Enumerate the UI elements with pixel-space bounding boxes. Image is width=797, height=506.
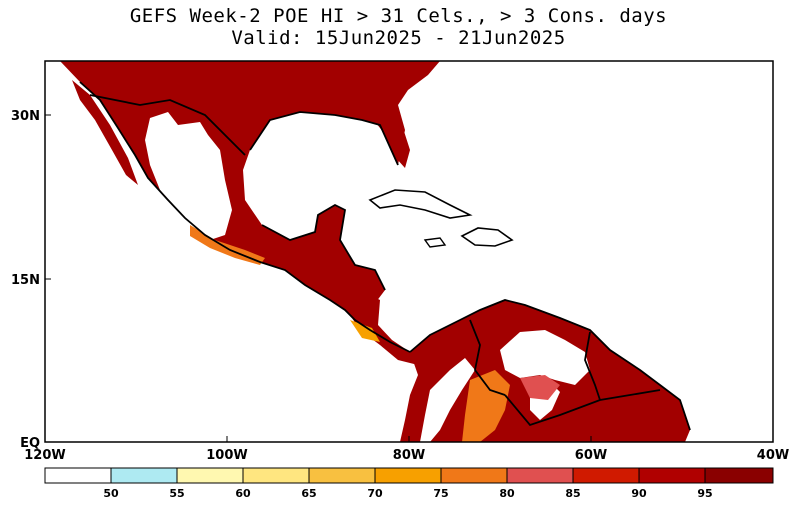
us-mexico-border xyxy=(89,94,246,156)
cuba-land xyxy=(368,189,473,219)
south-america-coast xyxy=(409,299,691,431)
mexico-west-coast-orange xyxy=(190,225,265,265)
mexico-coastline xyxy=(79,81,411,353)
probability-field xyxy=(60,61,690,442)
colorbar-cell-10 xyxy=(704,467,774,484)
colorbar-cell-8 xyxy=(572,467,640,484)
colombia-venezuela-border xyxy=(469,319,506,396)
x-tick-label-40w: 40W xyxy=(757,448,789,463)
borders xyxy=(79,81,691,431)
brazil-border xyxy=(504,389,661,427)
x-tick-label-120w: 120W xyxy=(24,448,65,463)
colorbar-label-80: 80 xyxy=(499,487,515,500)
baja-land xyxy=(72,80,138,185)
amazon-orange xyxy=(462,370,510,442)
andes-low xyxy=(420,358,475,442)
y-tick-label-15n: 15N xyxy=(11,273,40,288)
colorbar-cell-1 xyxy=(110,467,178,484)
colorbar-cell-5 xyxy=(374,467,442,484)
valid-date-range: Valid: 15Jun2025 - 21Jun2025 xyxy=(231,27,566,49)
gulf-coastline xyxy=(249,111,399,166)
colorbar-label-95: 95 xyxy=(697,487,712,500)
colorbar-label-60: 60 xyxy=(235,487,251,500)
x-tick-label-80w: 80W xyxy=(393,448,425,463)
colorbar-label-55: 55 xyxy=(169,487,184,500)
colorbar-cell-4 xyxy=(308,467,376,484)
x-tick-label-60w: 60W xyxy=(575,448,607,463)
colorbar-label-50: 50 xyxy=(103,487,119,500)
colorbar-label-75: 75 xyxy=(433,487,448,500)
central-america-orange xyxy=(350,320,380,342)
colorbar-cell-3 xyxy=(242,467,310,484)
colorbar-label-70: 70 xyxy=(367,487,383,500)
colorbar-cell-9 xyxy=(638,467,706,484)
llanos-low xyxy=(500,330,590,385)
colorbar-cell-2 xyxy=(176,467,244,484)
colorbar-cell-6 xyxy=(440,467,508,484)
colorbar-label-90: 90 xyxy=(631,487,647,500)
y-tick-label-30n: 30N xyxy=(11,109,40,124)
central-america-land xyxy=(340,290,425,365)
venezuela-guyana-border xyxy=(584,331,601,401)
hispaniola-land xyxy=(460,227,514,247)
yucatan-coastline xyxy=(261,203,386,291)
colorbar-label-85: 85 xyxy=(565,487,580,500)
colorbar: 50 55 60 65 70 75 80 85 90 95 xyxy=(44,467,774,500)
colorbar-label-65: 65 xyxy=(301,487,316,500)
y-tick-label-eq: EQ xyxy=(20,436,40,451)
jamaica-land xyxy=(423,237,447,248)
florida-land xyxy=(372,112,410,168)
colorbar-cell-0 xyxy=(44,467,112,484)
colorbar-cell-7 xyxy=(506,467,574,484)
axis-ticks xyxy=(44,114,774,443)
orinoco-orange xyxy=(520,375,560,400)
x-tick-label-100w: 100W xyxy=(206,448,247,463)
mexico-plateau-low xyxy=(145,112,232,240)
map-title: GEFS Week-2 POE HI > 31 Cels., > 3 Cons.… xyxy=(129,5,668,27)
